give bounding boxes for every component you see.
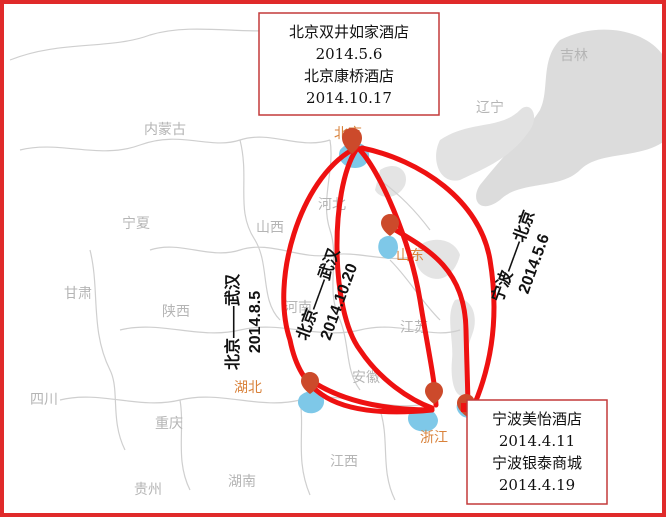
route-label-bj-wh-1-name: 北京——武汉 [223,273,242,370]
ningbo-date-2: 2014.4.19 [499,476,575,494]
region-label-jiangxi: 江西 [330,453,358,469]
route-label-bj-wh-1-date: 2014.8.5 [247,291,264,353]
wuhan-highlight [297,391,325,414]
region-label-shanxi: 山西 [256,219,284,235]
route-ningbo-beijing [359,145,497,413]
beijing-marker-icon [342,128,362,154]
region-label-zhejiang: 浙江 [420,429,448,445]
region-label-ningxia: 宁夏 [122,215,150,231]
route-shandong-ningbo [389,225,471,413]
region-label-hubei: 湖北 [234,379,262,395]
ningbo-date-1: 2014.4.11 [499,432,575,450]
shandong-marker-icon [381,214,399,236]
route-wuhan-zhejiang [307,377,435,413]
region-label-neimenggu: 内蒙古 [144,121,186,137]
zhejiang-marker-icon [425,382,443,404]
route-beijing-wuhan-2 [334,147,435,411]
route-lines [281,145,497,415]
route-beijing-wuhan-1 [281,147,435,415]
region-label-jilin: 吉林 [560,47,588,63]
shandong-highlight [378,235,398,259]
region-label-anhui: 安徽 [352,369,380,385]
region-label-liaoning: 辽宁 [476,99,504,115]
ningbo-hotel-1: 宁波美怡酒店 [492,410,582,428]
ningbo-info-box: 宁波美怡酒店 2014.4.11 宁波银泰商城 2014.4.19 [466,399,608,505]
beijing-info-box: 北京双井如家酒店 2014.5.6 北京康桥酒店 2014.10.17 [258,12,440,116]
beijing-hotel-2: 北京康桥酒店 [304,67,394,85]
region-label-sichuan: 四川 [30,391,58,407]
region-label-henan: 河南 [284,299,312,315]
ningbo-route-end [461,403,470,412]
beijing-hotel-1: 北京双井如家酒店 [289,23,409,41]
beijing-date-1: 2014.5.6 [316,45,383,63]
region-label-jiangsu: 江苏 [400,319,428,335]
wuhan-marker-icon [301,372,319,394]
region-label-gansu: 甘肃 [64,285,92,301]
beijing-date-2: 2014.10.17 [306,89,392,107]
region-label-chongqing: 重庆 [155,415,183,431]
sea-shadow [375,29,666,396]
route-beijing-zhejiang [355,145,439,408]
region-label-shaanxi: 陕西 [162,303,190,319]
ningbo-place-2: 宁波银泰商城 [492,454,582,472]
region-label-hunan: 湖南 [228,473,256,489]
region-labels: 吉林 辽宁 内蒙古 河北 宁夏 山西 山东 甘肃 陕西 河南 江苏 安徽 湖北 … [30,47,588,497]
region-label-guizhou: 贵州 [134,481,162,497]
